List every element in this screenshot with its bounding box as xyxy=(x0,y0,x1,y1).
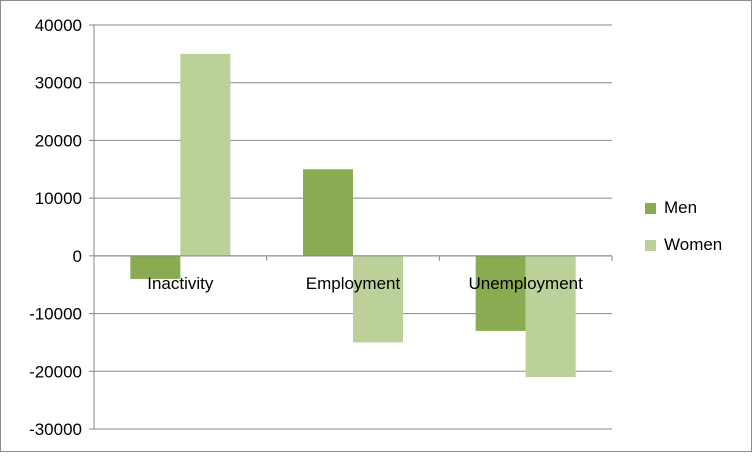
y-tick-label: 40000 xyxy=(35,16,82,35)
y-tick-label: 10000 xyxy=(35,189,82,208)
x-category-label: Inactivity xyxy=(147,274,214,293)
y-tick-label: -20000 xyxy=(29,362,82,381)
legend: Men Women xyxy=(645,197,722,271)
x-category-label: Unemployment xyxy=(469,274,584,293)
legend-swatch-men xyxy=(645,202,656,214)
legend-label-men: Men xyxy=(664,198,698,217)
y-tick-label: -30000 xyxy=(29,420,82,439)
bar-women xyxy=(180,53,231,256)
bar-men xyxy=(475,255,526,331)
axes xyxy=(89,24,613,430)
y-tick-label: 20000 xyxy=(35,131,82,150)
legend-label-women: Women xyxy=(664,235,723,254)
legend-swatch-women xyxy=(645,239,656,251)
tick-labels: -30000 -20000 -10000 0 10000 20000 30000 40000 I… xyxy=(29,16,583,439)
y-tick-label: -10000 xyxy=(29,305,82,324)
legend-item-men: Men xyxy=(645,197,722,219)
y-tick-label: 30000 xyxy=(35,74,82,93)
y-tick-label: 0 xyxy=(73,247,82,266)
bar-men xyxy=(130,255,181,279)
bar-women xyxy=(353,255,403,343)
bar-men xyxy=(303,169,353,256)
bar-women xyxy=(525,255,576,378)
legend-item-women: Women xyxy=(645,234,722,256)
bars xyxy=(130,53,576,378)
x-category-label: Employment xyxy=(306,274,401,293)
